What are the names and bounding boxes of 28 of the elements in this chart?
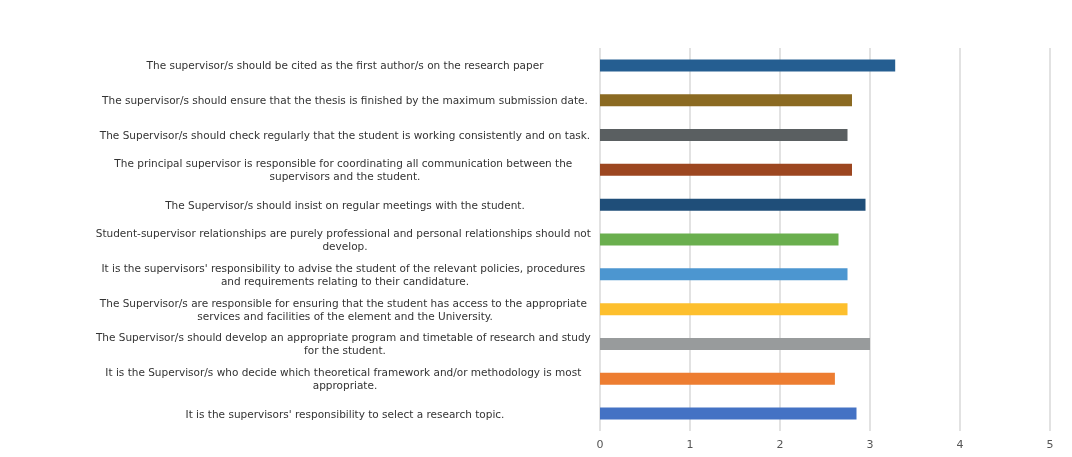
- bar: [600, 268, 848, 281]
- y-tick-label: The supervisor/s should be cited as the first author/s on the research paper: [145, 59, 545, 72]
- y-tick-label: The principal supervisor is responsible for coordinating all communication between the supervisors and the student.: [113, 157, 576, 183]
- bar: [600, 233, 839, 246]
- x-tick-label: 4: [956, 438, 964, 451]
- y-tick-label: The supervisor/s should ensure that the thesis is finished by the maximum submission date.: [101, 94, 588, 107]
- bar: [600, 59, 896, 72]
- bar: [600, 372, 835, 385]
- bar: [600, 337, 870, 350]
- bar: [600, 129, 848, 142]
- y-tick-label: The Supervisor/s are responsible for ensuring that the student has access to the appropriate services and facilities of the element and the University.: [98, 296, 591, 322]
- x-tick-label: 5: [1046, 438, 1054, 451]
- bar: [600, 198, 866, 211]
- y-tick-label: It is the supervisors' responsibility to advise the student of the relevant policies, procedures and requirements relating to their candidature.: [101, 261, 589, 287]
- y-tick-label: The Supervisor/s should develop an appropriate program and timetable of research and study for the student.: [94, 331, 595, 357]
- x-tick-label: 1: [686, 438, 694, 451]
- x-tick-label: 3: [866, 438, 874, 451]
- y-tick-label: The Supervisor/s should check regularly that the student is working consistently and on task.: [98, 129, 591, 142]
- x-tick-label: 2: [776, 438, 784, 451]
- bar: [600, 407, 857, 420]
- y-tick-label: It is the Supervisor/s who decide which theoretical framework and/or methodology is most appropriate.: [105, 366, 585, 392]
- bar: [600, 94, 852, 107]
- bar: [600, 163, 852, 176]
- x-tick-label: 0: [596, 438, 604, 451]
- y-tick-label: Student-supervisor relationships are purely professional and personal relationships should not develop.: [95, 227, 595, 252]
- y-tick-label: It is the supervisors' responsibility to select a research topic.: [185, 407, 505, 420]
- y-tick-label: The Supervisor/s should insist on regular meetings with the student.: [164, 198, 525, 211]
- bar: [600, 303, 848, 316]
